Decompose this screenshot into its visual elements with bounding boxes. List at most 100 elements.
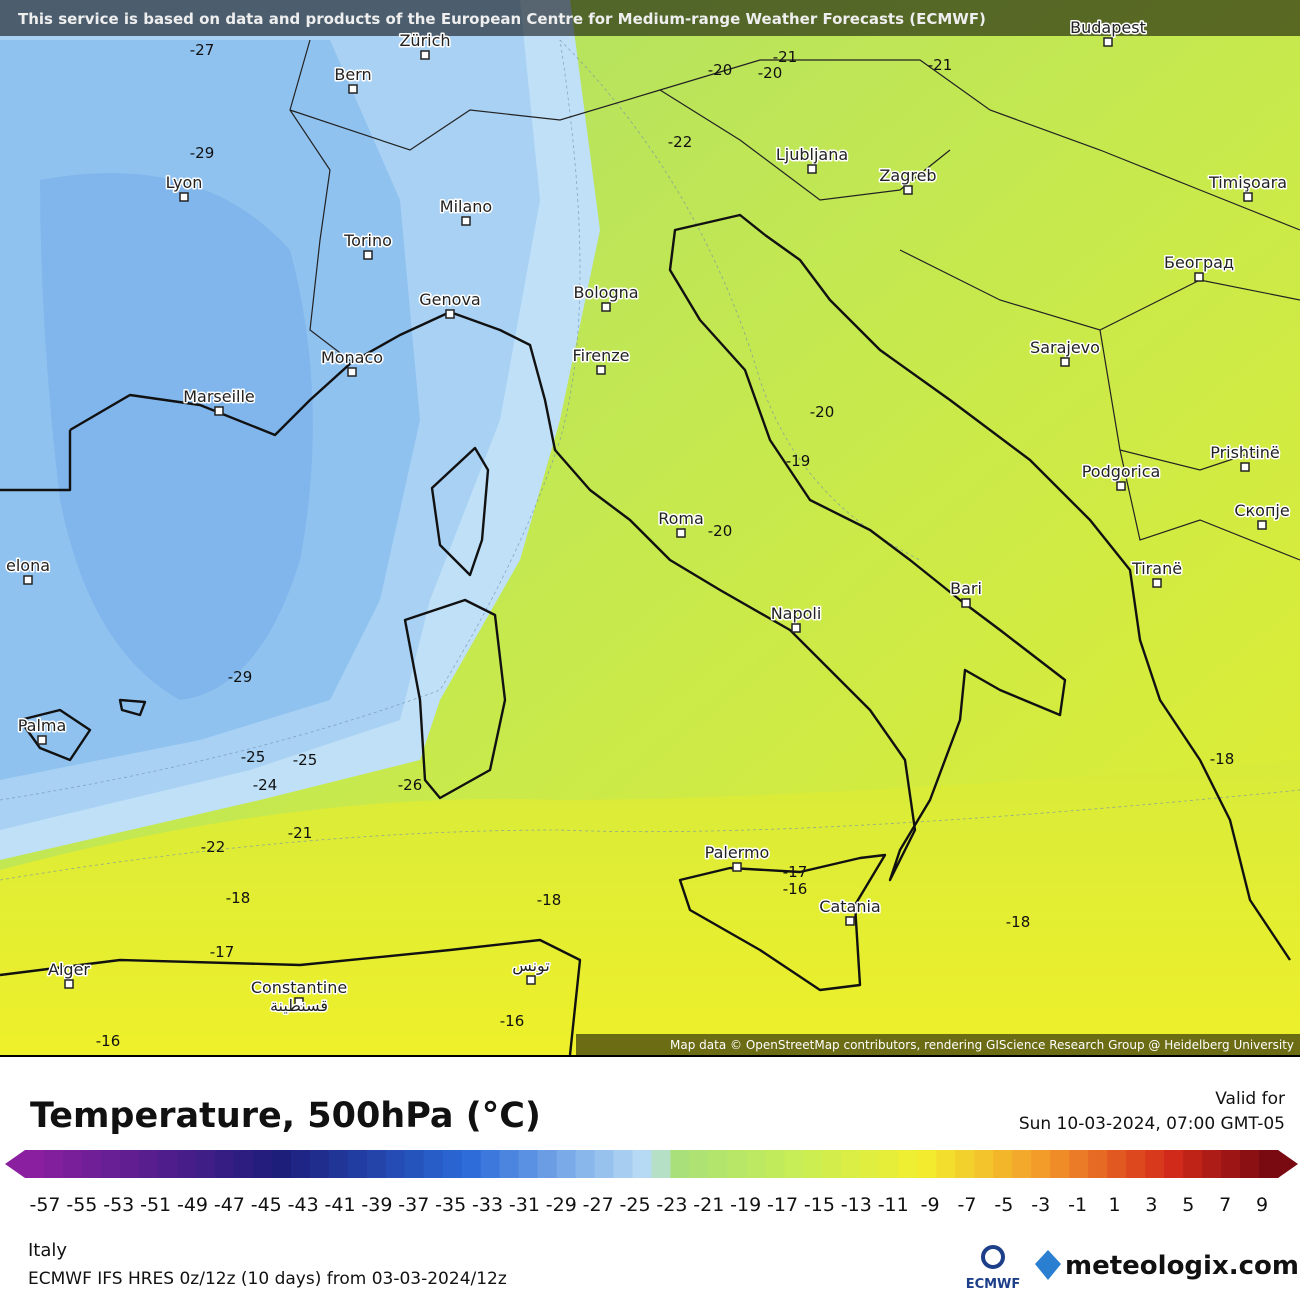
city-marker bbox=[1240, 462, 1250, 472]
colorbar-segment bbox=[271, 1150, 292, 1178]
colorbar-segment bbox=[765, 1150, 785, 1178]
map: This service is based on data and produc… bbox=[0, 0, 1300, 1056]
colorbar-segment bbox=[803, 1150, 823, 1178]
colorbar-segment bbox=[480, 1150, 501, 1178]
colorbar-tick-label: -1 bbox=[1068, 1194, 1087, 1216]
warm-area bbox=[0, 760, 1300, 1055]
colorbar-segment bbox=[157, 1150, 178, 1178]
coastline bbox=[69, 213, 1067, 882]
colorbar-tick-label: -31 bbox=[509, 1194, 540, 1216]
colorbar-segment bbox=[993, 1150, 1013, 1178]
colorbar-segment bbox=[25, 1150, 45, 1178]
city-label: Bologna bbox=[573, 283, 638, 302]
colorbar-segment bbox=[879, 1150, 899, 1178]
colorbar-tick-label: -23 bbox=[656, 1194, 687, 1216]
city-marker bbox=[791, 623, 801, 633]
colorbar-segment bbox=[974, 1150, 994, 1178]
colorbar-segment bbox=[632, 1150, 652, 1178]
contour-label: -20 bbox=[708, 61, 733, 79]
colorbar-tick-label: -35 bbox=[435, 1194, 466, 1216]
contour-label: -20 bbox=[758, 64, 783, 82]
contour-label: -18 bbox=[226, 889, 251, 907]
cold-core bbox=[40, 173, 313, 701]
contour-label: -20 bbox=[708, 522, 733, 540]
colorbar-segment bbox=[518, 1150, 539, 1178]
colorbar-segment bbox=[461, 1150, 482, 1178]
colorbar-segment bbox=[822, 1150, 842, 1178]
city-marker bbox=[294, 997, 304, 1007]
city-marker bbox=[807, 164, 817, 174]
colorbar-segment bbox=[689, 1150, 709, 1178]
colorbar-segment bbox=[442, 1150, 463, 1178]
city-marker bbox=[348, 84, 358, 94]
city-label: Lyon bbox=[166, 173, 203, 192]
colorbar: -57 -55 -53 -51 -49 -47 -45 -43 -41 -39 -37 -35 -33-… bbox=[5, 1150, 1298, 1216]
city-label: قسنطينة bbox=[270, 996, 328, 1015]
colorbar-segment bbox=[1126, 1150, 1146, 1178]
colorbar-tick-label: -9 bbox=[921, 1194, 940, 1216]
border bbox=[289, 39, 1300, 561]
contour-label: -25 bbox=[241, 748, 266, 766]
colorbar-segment bbox=[727, 1150, 747, 1178]
balearics bbox=[18, 698, 147, 762]
city-marker bbox=[601, 302, 611, 312]
colorbar-tick-label: -17 bbox=[767, 1194, 798, 1216]
colorbar-segment bbox=[784, 1150, 804, 1178]
colorbar-segment bbox=[404, 1150, 425, 1178]
colorbar-segment bbox=[1012, 1150, 1032, 1178]
city-label: Milano bbox=[440, 197, 492, 216]
city-marker bbox=[461, 216, 471, 226]
contour-label: -22 bbox=[201, 838, 226, 856]
colorbar-tick-label: -11 bbox=[878, 1194, 909, 1216]
colorbar-tick-label: -37 bbox=[398, 1194, 429, 1216]
colorbar-segment bbox=[1088, 1150, 1108, 1178]
colorbar-segment bbox=[1221, 1150, 1241, 1178]
model-info: ECMWF IFS HRES 0z/12z (10 days) from 03-… bbox=[28, 1269, 507, 1289]
ecmwf-logo: ECMWF bbox=[966, 1277, 1021, 1292]
region: Italy bbox=[28, 1240, 67, 1261]
colorbar-tick-label: 7 bbox=[1219, 1194, 1231, 1216]
valid-label: Valid for bbox=[1215, 1089, 1285, 1109]
colorbar-tick-label: -39 bbox=[361, 1194, 392, 1216]
city-marker bbox=[526, 975, 536, 985]
city-marker bbox=[420, 50, 430, 60]
colorbar-segment bbox=[328, 1150, 349, 1178]
colorbar-segment bbox=[423, 1150, 444, 1178]
isotherm bbox=[0, 789, 1300, 881]
contour-label: -18 bbox=[537, 891, 562, 909]
colorbar-segment bbox=[100, 1150, 121, 1178]
colorbar-tick-label: 3 bbox=[1145, 1194, 1157, 1216]
city-label: Napoli bbox=[771, 604, 822, 623]
valid-time: Sun 10-03-2024, 07:00 GMT-05 bbox=[1019, 1114, 1285, 1134]
sicily bbox=[678, 853, 887, 992]
colorbar-segment bbox=[708, 1150, 728, 1178]
city-label: Sarajevo bbox=[1030, 338, 1100, 357]
colorbar-tick-label: -45 bbox=[251, 1194, 282, 1216]
colorbar-segment bbox=[1164, 1150, 1184, 1178]
colorbar-segment bbox=[138, 1150, 159, 1178]
colorbar-tick-label: 5 bbox=[1182, 1194, 1194, 1216]
contour-label: -19 bbox=[786, 452, 811, 470]
colorbar-tick-label: -13 bbox=[841, 1194, 872, 1216]
city-marker bbox=[64, 979, 74, 989]
contour-label: -16 bbox=[96, 1032, 121, 1050]
isotherm bbox=[0, 39, 581, 801]
city-label: Ljubljana bbox=[776, 145, 848, 164]
colorbar-segment bbox=[214, 1150, 235, 1178]
colorbar-segment bbox=[898, 1150, 918, 1178]
colorbar-tick-label: -47 bbox=[214, 1194, 245, 1216]
colorbar-tick-label: 1 bbox=[1108, 1194, 1120, 1216]
colorbar-segment bbox=[1145, 1150, 1165, 1178]
city-label: Genova bbox=[419, 290, 480, 309]
coastline bbox=[0, 430, 582, 1056]
colorbar-segment bbox=[613, 1150, 634, 1178]
colorbar-tick-label: 9 bbox=[1256, 1194, 1268, 1216]
city-marker bbox=[1116, 481, 1126, 491]
colorbar-segment bbox=[917, 1150, 937, 1178]
colorbar-segment bbox=[119, 1150, 140, 1178]
colorbar-tick-label: -57 bbox=[29, 1194, 60, 1216]
contour-label: -21 bbox=[773, 48, 798, 66]
colorbar-segment bbox=[936, 1150, 956, 1178]
contour-label: -25 bbox=[293, 751, 318, 769]
city-label: Bari bbox=[950, 579, 982, 598]
